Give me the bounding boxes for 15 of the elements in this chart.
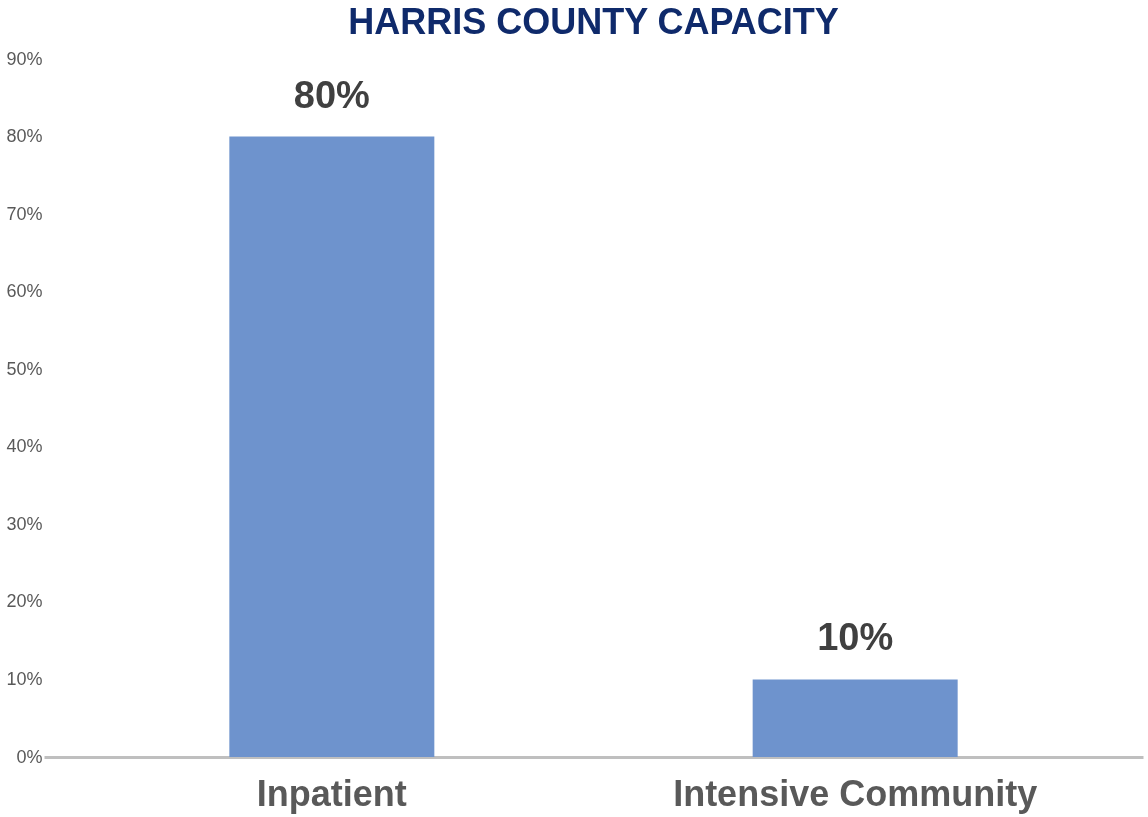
y-tick-label: 80% — [6, 126, 43, 147]
y-tick-label: 10% — [6, 668, 43, 689]
x-tick-label: Intensive Community — [673, 772, 1038, 814]
chart-title: HARRIS COUNTY CAPACITY — [348, 1, 839, 42]
y-tick-label: 20% — [6, 591, 43, 612]
y-tick-label: 0% — [16, 746, 43, 767]
y-tick-label: 50% — [6, 358, 43, 379]
data-label: 10% — [817, 616, 894, 659]
y-tick-label: 30% — [6, 513, 43, 534]
x-tick-label: Inpatient — [256, 772, 407, 814]
y-tick-label: 70% — [6, 203, 43, 224]
y-tick-label: 90% — [6, 48, 43, 69]
data-label: 80% — [293, 73, 370, 116]
y-tick-label: 60% — [6, 281, 43, 302]
y-tick-label: 40% — [6, 436, 43, 457]
